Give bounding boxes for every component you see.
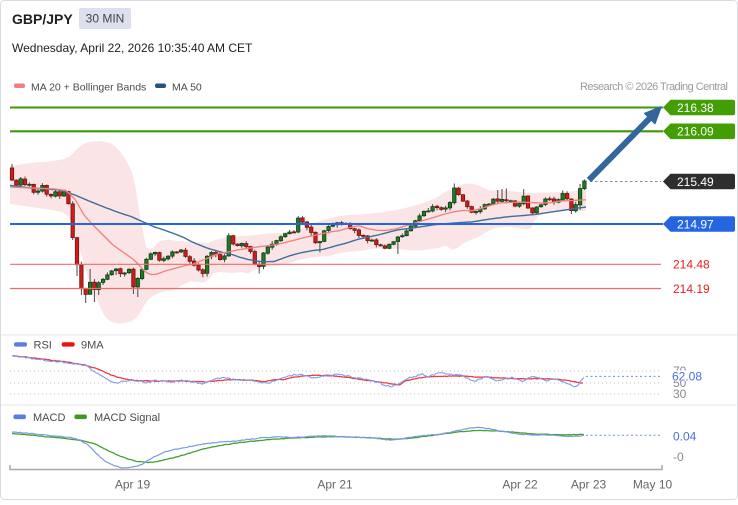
svg-text:May 10: May 10: [633, 478, 673, 492]
svg-text:Apr 19: Apr 19: [115, 478, 151, 492]
svg-text:Apr 22: Apr 22: [502, 478, 538, 492]
svg-text:215.49: 215.49: [677, 175, 714, 189]
svg-text:-0: -0: [673, 450, 684, 464]
svg-text:MA 20 + Bollinger Bands: MA 20 + Bollinger Bands: [31, 82, 146, 94]
svg-text:214.97: 214.97: [677, 217, 714, 231]
svg-text:Apr 21: Apr 21: [317, 478, 353, 492]
svg-text:30: 30: [673, 387, 687, 401]
svg-text:30 MIN: 30 MIN: [86, 12, 125, 26]
svg-text:9MA: 9MA: [81, 340, 104, 352]
svg-text:214.48: 214.48: [673, 258, 710, 272]
svg-text:62.08: 62.08: [672, 369, 702, 383]
svg-text:Research © 2026 Trading Centra: Research © 2026 Trading Central: [580, 81, 728, 93]
svg-text:GBP/JPY: GBP/JPY: [12, 11, 73, 27]
svg-text:MACD: MACD: [33, 412, 65, 424]
svg-text:Wednesday, April 22, 2026 10:3: Wednesday, April 22, 2026 10:35:40 AM CE…: [12, 41, 253, 55]
svg-text:Apr 23: Apr 23: [571, 478, 607, 492]
svg-text:RSI: RSI: [34, 340, 52, 352]
svg-text:MACD Signal: MACD Signal: [94, 412, 160, 424]
svg-text:216.38: 216.38: [677, 101, 714, 115]
svg-text:216.09: 216.09: [677, 125, 714, 139]
svg-text:0.04: 0.04: [673, 430, 697, 444]
svg-text:214.19: 214.19: [673, 282, 710, 296]
svg-text:MA 50: MA 50: [172, 82, 202, 94]
